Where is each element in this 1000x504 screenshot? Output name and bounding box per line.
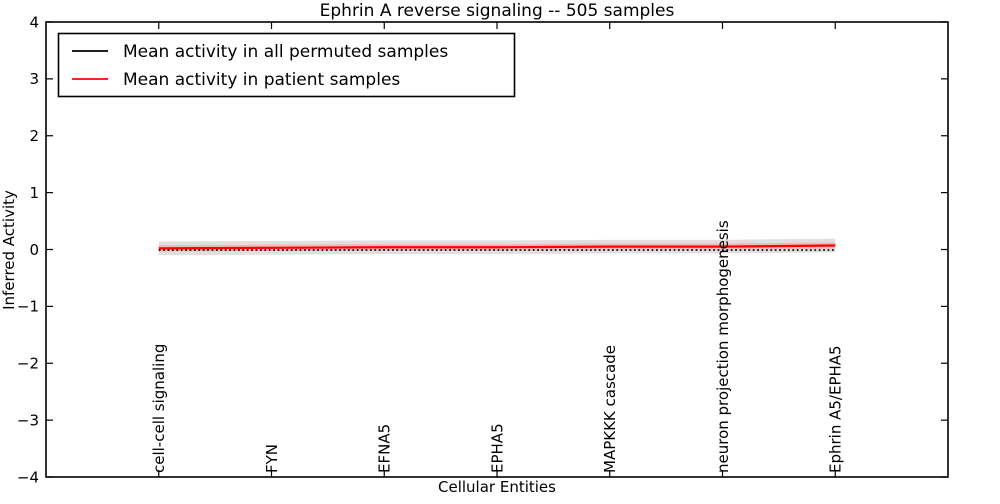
y-axis-label: Inferred Activity (0, 190, 18, 310)
x-tick-label: EPHA5 (488, 423, 506, 473)
y-tick-label: −2 (17, 355, 39, 373)
series-line-patient-samples (158, 244, 836, 250)
y-tick-label: 2 (29, 127, 39, 145)
chart-title: Ephrin A reverse signaling -- 505 sample… (320, 1, 675, 21)
legend-label-permuted-samples: Mean activity in all permuted samples (123, 42, 448, 62)
x-tick-label: FYN (263, 444, 281, 473)
legend-box (57, 32, 516, 98)
x-tick-label: MAPKKK cascade (601, 345, 619, 473)
y-tick-label: 0 (29, 241, 39, 259)
x-tick-label: neuron projection morphogenesis (714, 220, 732, 473)
y-tick-label: 1 (29, 184, 39, 202)
y-tick-label: 4 (29, 13, 39, 31)
legend-label-patient-samples: Mean activity in patient samples (123, 70, 400, 90)
y-tick-label: −4 (17, 468, 39, 486)
y-tick-label: −1 (17, 298, 39, 316)
plot-area: 4 3 2 1 0 −1 −2 −3 −4 cell-cell signaling FYN EFNA5… (17, 13, 949, 486)
x-axis-label: Cellular Entities (438, 478, 556, 496)
y-tick-label: 3 (29, 70, 39, 88)
x-tick-label: Ephrin A5/EPHA5 (827, 345, 845, 473)
legend: Mean activity in all permuted samples Me… (57, 32, 516, 98)
y-tick-label: −3 (17, 411, 39, 429)
x-tick-label: cell-cell signaling (150, 344, 168, 473)
x-tick-label: EFNA5 (376, 424, 394, 473)
